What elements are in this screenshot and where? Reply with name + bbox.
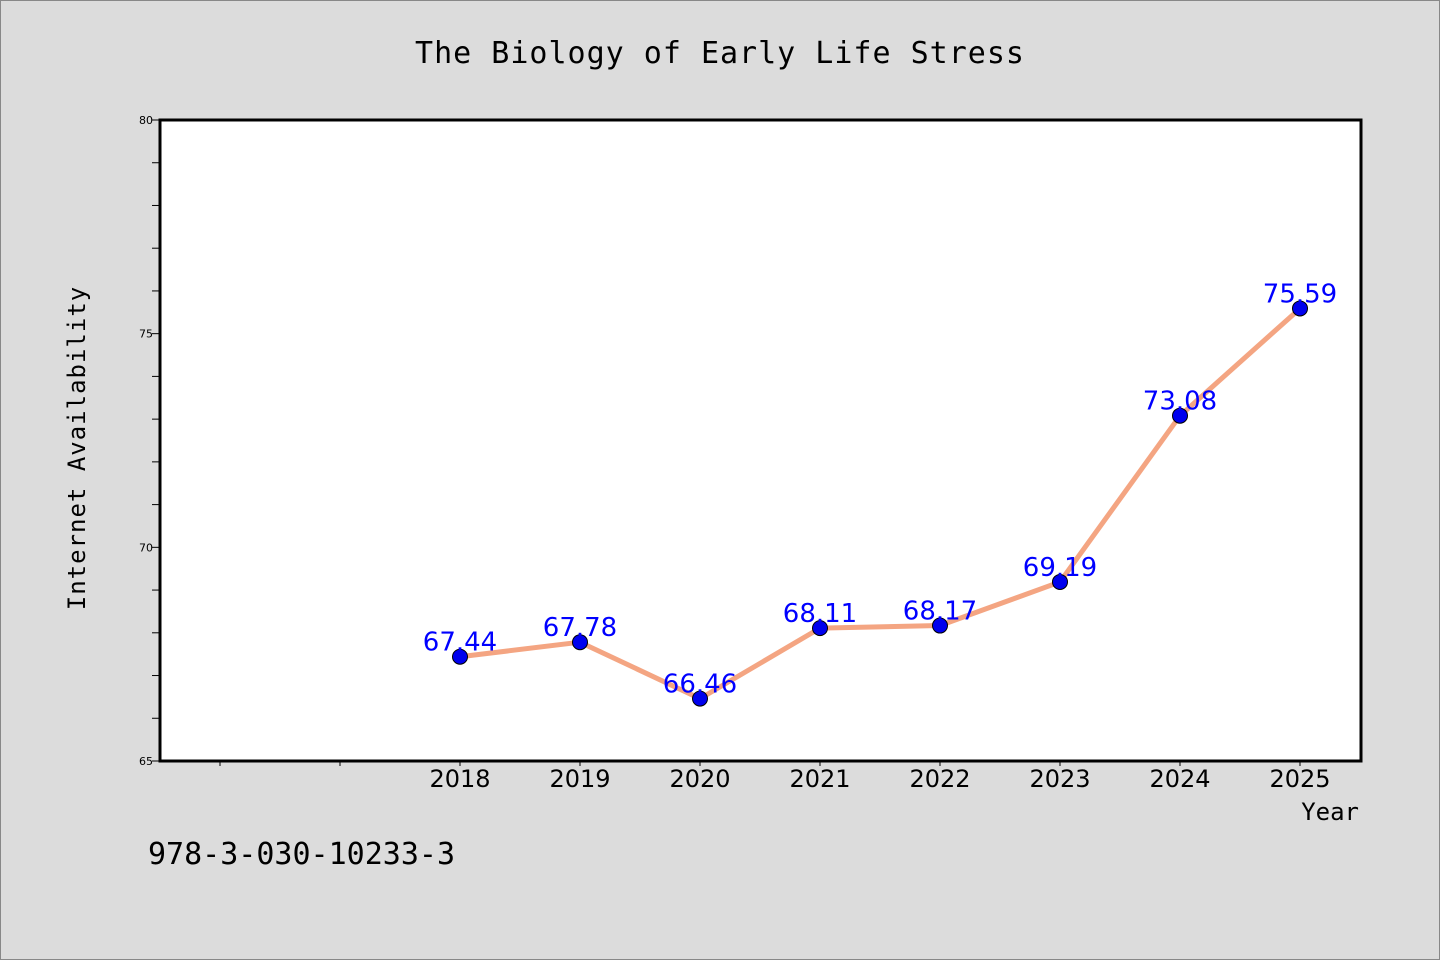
- data-point: [1292, 300, 1308, 317]
- y-tick-label: 70: [139, 541, 153, 554]
- x-tick-label: 2022: [909, 765, 970, 793]
- x-axis-label: Year: [1301, 798, 1359, 826]
- x-tick-label: 2021: [789, 765, 850, 793]
- y-tick-label: 65: [139, 755, 153, 768]
- data-label: 69.19: [1023, 553, 1097, 583]
- x-tick-label: 2018: [429, 765, 490, 793]
- data-point: [932, 617, 948, 634]
- data-label: 73.08: [1143, 387, 1217, 417]
- y-axis-ticks: 65 70 75 80: [139, 114, 160, 768]
- series-group: 67.44 67.78 66.46 68.11 68.17 69.19 73.08 75.59: [423, 279, 1337, 707]
- x-tick-label: 2024: [1149, 765, 1210, 793]
- x-tick-label: 2019: [549, 765, 610, 793]
- data-point: [452, 648, 468, 665]
- y-tick-label: 80: [139, 114, 153, 127]
- data-label: 75.59: [1263, 279, 1337, 309]
- data-label: 66.46: [663, 670, 737, 700]
- chart-title: The Biology of Early Life Stress: [415, 36, 1025, 71]
- data-point: [1172, 407, 1188, 424]
- data-label: 67.78: [543, 613, 617, 643]
- series-line: [459, 306, 1302, 702]
- data-label: 68.17: [903, 597, 977, 627]
- x-tick-label: 2020: [669, 765, 730, 793]
- y-axis-label: Internet Availability: [63, 286, 91, 610]
- y-tick-label: 75: [139, 328, 153, 341]
- data-point: [692, 690, 708, 707]
- data-label: 67.44: [423, 628, 497, 658]
- x-tick-label: 2025: [1269, 765, 1330, 793]
- x-tick-label: 2023: [1029, 765, 1090, 793]
- data-label: 68.11: [783, 599, 857, 629]
- isbn-annotation: 978-3-030-10233-3: [148, 837, 455, 872]
- data-point: [1052, 573, 1068, 590]
- data-point: [572, 634, 588, 651]
- x-axis-ticks: 2018 2019 2020 2021 2022 2023 2024 2025: [219, 761, 1331, 793]
- data-point: [812, 620, 828, 637]
